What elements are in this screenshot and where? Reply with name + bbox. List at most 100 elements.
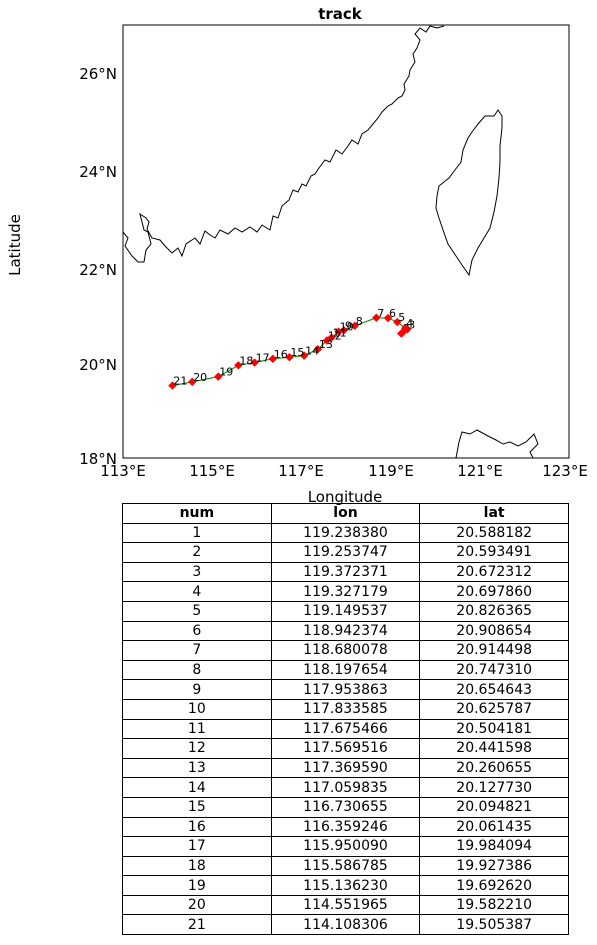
- cell-lat: 20.914498: [419, 640, 569, 661]
- cell-lat: 20.593491: [419, 542, 569, 563]
- cell-num: 4: [122, 581, 272, 602]
- x-tick-113: 113°E: [100, 462, 146, 480]
- track-point-label: 11: [333, 327, 347, 340]
- cell-num: 3: [122, 561, 272, 583]
- cell-lat: 19.984094: [419, 836, 569, 857]
- cell-lon: 116.730655: [270, 796, 421, 818]
- table-row: 7 118.680078 20.914498: [122, 640, 569, 661]
- luzon-coastline: [455, 429, 539, 459]
- cell-lon: 117.059835: [270, 777, 421, 798]
- cell-num: 9: [122, 679, 272, 700]
- y-axis-label: Latitude: [6, 214, 24, 276]
- cell-lon: 115.586785: [270, 855, 421, 877]
- cell-lat: 20.908654: [419, 620, 569, 642]
- table-row: 17 115.950090 19.984094: [122, 836, 569, 857]
- cell-num: 2: [122, 542, 272, 563]
- cell-lon: 117.569516: [270, 738, 421, 759]
- cell-num: 20: [122, 894, 272, 916]
- track-point-label: 18: [239, 354, 253, 367]
- map-title: track: [318, 5, 363, 23]
- table-row: 20 114.551965 19.582210: [122, 894, 569, 916]
- table-row: 4 119.327179 20.697860: [122, 581, 569, 602]
- y-tick-20: 20°N: [79, 356, 117, 374]
- track-point-label: 19: [219, 366, 233, 379]
- header-lon: lon: [270, 503, 421, 524]
- x-tick-labels: 113°E 115°E 117°E 119°E 121°E 123°E: [100, 462, 588, 480]
- track-point-label: 16: [274, 348, 288, 361]
- cell-num: 17: [122, 836, 272, 857]
- cell-num: 15: [122, 796, 272, 818]
- x-axis-label: Longitude: [308, 488, 383, 505]
- track-point-marker: [214, 372, 223, 381]
- track-point-marker: [313, 345, 323, 354]
- x-tick-121: 121°E: [457, 462, 503, 480]
- table-header-row: num lon lat: [122, 503, 569, 524]
- track-point-marker: [322, 336, 332, 345]
- cell-lat: 20.697860: [419, 581, 569, 602]
- table-row: 15 116.730655 20.094821: [122, 796, 569, 818]
- track-point-marker: [168, 381, 177, 390]
- track-point-label: 14: [305, 345, 319, 358]
- y-tick-22: 22°N: [79, 261, 117, 279]
- track-point-label: 4: [406, 317, 413, 330]
- cell-lat: 19.505387: [419, 914, 569, 936]
- table-row: 9 117.953863 20.654643: [122, 679, 569, 700]
- track-point-label: 9: [345, 319, 352, 332]
- cell-lon: 118.942374: [270, 620, 421, 642]
- table-row: 5 119.149537 20.826365: [122, 600, 569, 622]
- coastlines: [122, 25, 539, 459]
- cell-lon: 117.369590: [270, 757, 421, 779]
- track-point-marker: [285, 353, 294, 362]
- track-table: num lon lat 1 119.238380 20.588182 2 119.253…: [122, 503, 569, 936]
- track-point-label: 7: [377, 307, 384, 320]
- track-point-label: 5: [398, 311, 405, 324]
- cell-num: 12: [122, 738, 272, 759]
- track-point-marker: [299, 351, 309, 360]
- cell-lat: 20.504181: [419, 718, 569, 740]
- table-row: 8 118.197654 20.747310: [122, 659, 569, 681]
- cell-lon: 119.327179: [270, 581, 421, 602]
- cell-lat: 20.260655: [419, 757, 569, 779]
- table-row: 19 115.136230 19.692620: [122, 875, 569, 896]
- cell-lat: 20.826365: [419, 600, 569, 622]
- cell-lat: 20.094821: [419, 796, 569, 818]
- cell-num: 14: [122, 777, 272, 798]
- track-map: track 123456789101112131415161718192021 …: [6, 5, 588, 505]
- table-row: 1 119.238380 20.588182: [122, 522, 569, 544]
- table-row: 16 116.359246 20.061435: [122, 816, 569, 838]
- cell-lon: 119.372371: [270, 561, 421, 583]
- track-point-marker: [188, 377, 197, 387]
- cell-lon: 114.108306: [270, 914, 421, 936]
- cell-num: 8: [122, 659, 272, 681]
- cell-lat: 20.441598: [419, 738, 569, 759]
- track-point-marker: [334, 327, 343, 336]
- track-point-marker: [350, 321, 360, 331]
- cell-lat: 20.672312: [419, 561, 569, 583]
- table-row: 12 117.569516 20.441598: [122, 738, 569, 759]
- track-point-marker: [234, 361, 243, 370]
- cell-lat: 19.582210: [419, 894, 569, 916]
- china-coastline: [122, 25, 445, 263]
- cell-num: 11: [122, 718, 272, 740]
- cell-lat: 20.588182: [419, 522, 569, 544]
- cell-lon: 114.551965: [270, 894, 421, 916]
- header-lat: lat: [419, 503, 569, 524]
- cell-num: 21: [122, 914, 272, 936]
- table-row: 3 119.372371 20.672312: [122, 561, 569, 583]
- cell-lat: 19.692620: [419, 875, 569, 896]
- y-tick-18: 18°N: [79, 450, 117, 468]
- x-tick-117: 117°E: [278, 462, 324, 480]
- x-tick-115: 115°E: [189, 462, 235, 480]
- cell-lon: 118.197654: [270, 659, 421, 681]
- cell-num: 5: [122, 600, 272, 622]
- x-tick-123: 123°E: [542, 462, 588, 480]
- cell-num: 1: [122, 522, 272, 544]
- track-point-label: 3: [408, 318, 415, 331]
- table-row: 11 117.675466 20.504181: [122, 718, 569, 740]
- cell-num: 16: [122, 816, 272, 838]
- cell-lat: 20.127730: [419, 777, 569, 798]
- track-point-label: 6: [389, 307, 396, 320]
- track-point-marker: [372, 313, 381, 322]
- cell-lon: 117.953863: [270, 679, 421, 700]
- track-point-marker: [268, 354, 278, 364]
